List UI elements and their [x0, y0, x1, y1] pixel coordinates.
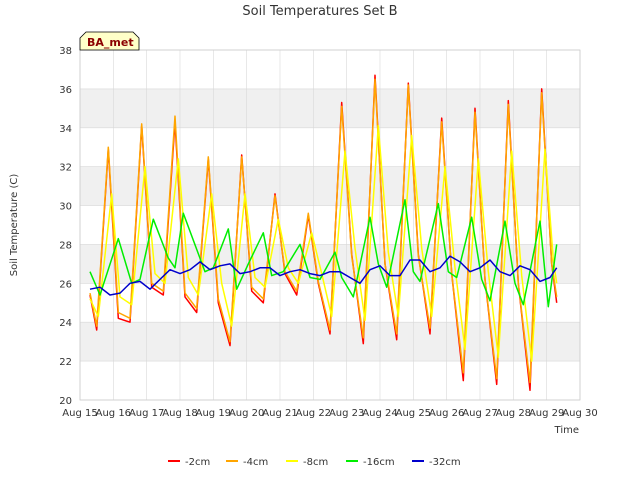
chart-title: Soil Temperatures Set B	[242, 4, 397, 19]
x-tick-label: Aug 29	[529, 408, 564, 419]
station-badge-label: BA_met	[87, 36, 134, 49]
x-axis-label: Time	[554, 425, 579, 436]
legend-item: -2cm	[168, 457, 210, 468]
y-tick-label: 24	[59, 318, 72, 329]
plot-frame	[79, 49, 581, 401]
x-tick-label: Aug 18	[162, 408, 197, 419]
y-tick-label: 34	[59, 124, 72, 135]
y-axis-label: Soil Temperature (C)	[9, 174, 20, 277]
series-line-16cmcm	[89, 198, 558, 308]
y-tick-label: 28	[59, 240, 72, 251]
background-band	[80, 88, 580, 128]
legend-item: -4cm	[226, 457, 268, 468]
y-tick-label: 22	[59, 357, 72, 368]
x-tick-label: Aug 21	[262, 408, 297, 419]
legend-label: -16cm	[363, 457, 395, 468]
x-tick-label: Aug 25	[396, 408, 431, 419]
x-tick-label: Aug 22	[296, 408, 331, 419]
station-badge: BA_met	[79, 31, 140, 51]
y-tick-label: 32	[59, 163, 72, 174]
y-tick-label: 20	[59, 396, 72, 407]
x-tick-label: Aug 20	[229, 408, 264, 419]
legend-item: -16cm	[346, 457, 395, 468]
y-axis-ticks: 20 22 24 26 28 30 32 34 36 38	[59, 46, 72, 407]
station-badge-box	[79, 31, 140, 51]
series-layer	[89, 74, 558, 392]
legend-item: -8cm	[286, 457, 328, 468]
x-tick-label: Aug 27	[462, 408, 497, 419]
x-tick-label: Aug 19	[196, 408, 231, 419]
legend-label: -8cm	[303, 457, 328, 468]
x-tick-label: Aug 24	[362, 408, 397, 419]
x-tick-label: Aug 28	[496, 408, 531, 419]
y-tick-label: 36	[59, 85, 72, 96]
x-tick-label: Aug 16	[96, 408, 131, 419]
y-tick-label: 30	[59, 202, 72, 213]
series-line-32cmcm	[89, 255, 558, 296]
legend-label: -32cm	[429, 457, 461, 468]
y-tick-label: 38	[59, 46, 72, 57]
legend-label: -2cm	[185, 457, 210, 468]
x-tick-label: Aug 15	[62, 408, 97, 419]
x-tick-label: Aug 30	[562, 408, 597, 419]
background-band	[80, 166, 580, 206]
series-line-4cmcm	[89, 78, 558, 384]
legend: -2cm -4cm -8cm -16cm -32cm	[168, 457, 461, 468]
x-tick-label: Aug 17	[129, 408, 164, 419]
x-tick-label: Aug 23	[329, 408, 364, 419]
series-line-8cmcm	[89, 125, 558, 362]
legend-label: -4cm	[243, 457, 268, 468]
y-tick-label: 26	[59, 279, 72, 290]
plot-background	[80, 50, 580, 400]
legend-item: -32cm	[412, 457, 461, 468]
x-tick-label: Aug 26	[429, 408, 464, 419]
